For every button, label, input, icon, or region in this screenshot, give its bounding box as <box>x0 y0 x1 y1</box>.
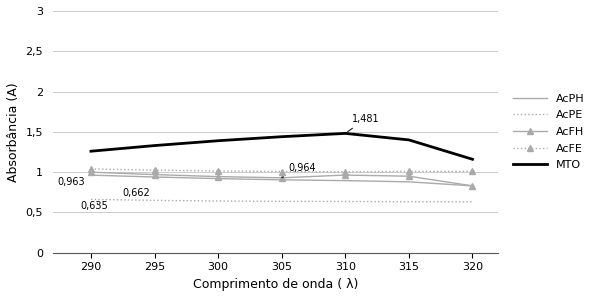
MTO <box>151 144 158 147</box>
AcPH <box>278 178 285 181</box>
MTO <box>214 139 221 142</box>
AcFH <box>341 173 349 177</box>
AcFE <box>278 170 285 173</box>
Text: 0,963: 0,963 <box>57 177 85 187</box>
AcPH <box>87 173 94 177</box>
Line: AcFE: AcFE <box>88 166 475 175</box>
MTO <box>278 135 285 139</box>
MTO <box>87 149 94 153</box>
AcFH <box>214 175 221 179</box>
AcPE <box>341 200 349 203</box>
AcPH <box>469 184 476 188</box>
MTO <box>341 132 349 135</box>
AcPE <box>469 200 476 204</box>
AcPE <box>151 198 158 202</box>
Text: 0,662: 0,662 <box>123 187 150 198</box>
Text: 1,481: 1,481 <box>347 114 379 132</box>
Y-axis label: Absorbância (A): Absorbância (A) <box>7 82 20 182</box>
MTO <box>469 157 476 161</box>
Line: MTO: MTO <box>91 134 472 159</box>
AcFH <box>469 184 476 188</box>
AcPH <box>405 180 413 184</box>
AcFH <box>405 174 413 178</box>
Text: 0,635: 0,635 <box>81 201 109 211</box>
AcFE <box>469 170 476 173</box>
AcFE <box>87 167 94 171</box>
X-axis label: Comprimento de onda ( λ): Comprimento de onda ( λ) <box>193 278 358 291</box>
AcFH <box>278 176 285 180</box>
AcFE <box>341 170 349 173</box>
AcPE <box>405 200 413 204</box>
AcPE <box>278 200 285 203</box>
MTO <box>405 138 413 142</box>
Line: AcFH: AcFH <box>88 169 475 189</box>
AcFE <box>151 168 158 172</box>
Line: AcPE: AcPE <box>91 199 472 202</box>
Line: AcPH: AcPH <box>91 175 472 186</box>
Legend: AcPH, AcPE, AcFH, AcFE, MTO: AcPH, AcPE, AcFH, AcFE, MTO <box>508 88 590 176</box>
AcFH <box>151 173 158 176</box>
AcPH <box>214 177 221 180</box>
AcPE <box>214 199 221 203</box>
AcFE <box>405 170 413 173</box>
Text: 0,964: 0,964 <box>282 163 316 178</box>
AcPE <box>87 198 94 201</box>
AcPH <box>151 175 158 179</box>
AcPH <box>341 179 349 182</box>
AcFH <box>87 170 94 174</box>
AcFE <box>214 169 221 173</box>
